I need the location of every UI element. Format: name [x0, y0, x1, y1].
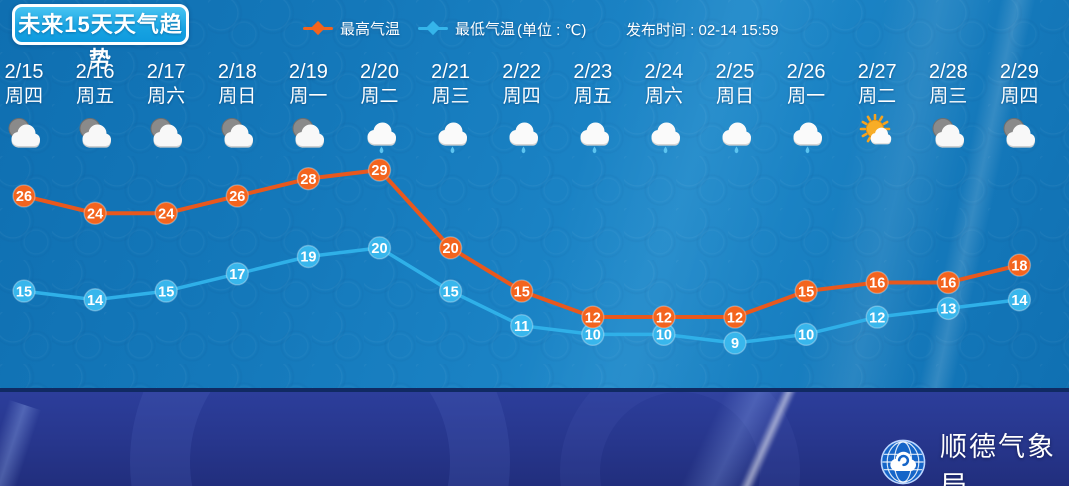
day-column: 2/27 周二	[841, 60, 913, 158]
day-date: 2/21	[431, 61, 471, 83]
day-column: 2/15 周四	[0, 60, 60, 158]
day-date: 2/27	[857, 61, 897, 83]
day-weekday: 周二	[858, 86, 897, 107]
weather-icon-rain	[628, 114, 700, 158]
day-date: 2/23	[573, 61, 613, 83]
weather-icon-sun-cloud	[841, 113, 913, 158]
day-column: 2/23 周五	[557, 60, 629, 158]
day-column: 2/18 周日	[201, 60, 273, 158]
day-weekday: 周三	[929, 86, 968, 107]
header: 未来15天天气趋势 最高气温 最低气温 (单位 : ℃) 发布时间 : 02-1…	[0, 0, 1069, 72]
day-date: 2/17	[146, 61, 186, 83]
day-weekday: 周六	[644, 86, 683, 107]
day-weekday: 周日	[715, 86, 754, 107]
bureau-name: 顺德气象局	[940, 432, 1056, 486]
day-column: 2/22 周四	[486, 60, 558, 158]
days-row: 2/15 周四 2/16 周五 2/17 周六 2/18 周日 2/19 周一 2/20 周…	[0, 0, 1069, 160]
weather-icon-rain	[770, 114, 842, 158]
day-weekday: 周三	[431, 86, 470, 107]
day-weekday: 周四	[1000, 86, 1039, 107]
weather-icon-overcast	[983, 114, 1055, 158]
day-weekday: 周六	[147, 86, 186, 107]
day-weekday: 周四	[4, 86, 43, 107]
legend-low-label: 最低气温	[455, 20, 516, 38]
high-temp-legend-marker-icon	[303, 20, 333, 36]
weather-icon-rain	[415, 114, 487, 158]
weather-icon-rain	[486, 114, 558, 158]
publish-time: 发布时间 : 02-14 15:59	[626, 22, 779, 39]
day-column: 2/16 周五	[59, 60, 131, 158]
weather-icon-rain	[699, 114, 771, 158]
day-weekday: 周四	[502, 86, 541, 107]
day-column: 2/20 周二	[344, 60, 416, 158]
bureau-brand: 顺德气象局	[880, 425, 1069, 486]
day-column: 2/17 周六	[130, 60, 202, 158]
footer-divider	[0, 388, 1069, 392]
day-column: 2/25 周日	[699, 60, 771, 158]
day-date: 2/20	[360, 61, 399, 83]
weather-icon-overcast	[272, 114, 344, 158]
day-date: 2/25	[715, 61, 755, 83]
day-column: 2/28 周三	[912, 60, 984, 158]
day-date: 2/28	[928, 61, 968, 83]
day-date: 2/22	[502, 61, 542, 83]
day-weekday: 周一	[289, 86, 328, 107]
day-column: 2/19 周一	[272, 60, 344, 158]
day-column: 2/21 周三	[415, 60, 487, 158]
day-date: 2/15	[4, 61, 44, 83]
day-date: 2/19	[288, 61, 328, 83]
weather-icon-rain	[344, 114, 416, 158]
legend-high-temp: 最高气温	[303, 19, 401, 38]
day-date: 2/16	[75, 61, 115, 83]
day-weekday: 周五	[573, 86, 612, 107]
day-date: 2/18	[217, 61, 257, 83]
day-weekday: 周五	[76, 86, 115, 107]
day-column: 2/26 周一	[770, 60, 842, 158]
weather-icon-rain	[557, 114, 629, 158]
weather-icon-overcast	[130, 114, 202, 158]
weather-icon-overcast	[201, 114, 273, 158]
day-column: 2/24 周六	[628, 60, 700, 158]
day-date: 2/26	[786, 61, 826, 83]
low-temp-legend-marker-icon	[418, 20, 448, 36]
weather-icon-overcast	[59, 114, 131, 158]
day-weekday: 周日	[218, 86, 257, 107]
legend-low-temp: 最低气温	[418, 19, 516, 38]
day-weekday: 周一	[787, 86, 826, 107]
footer-band: 顺德气象局	[0, 392, 1069, 486]
page-title: 未来15天天气趋势	[12, 4, 189, 72]
legend-high-label: 最高气温	[340, 20, 401, 38]
day-date: 2/29	[999, 61, 1039, 83]
light-streak	[0, 399, 42, 486]
weather-icon-overcast	[0, 114, 60, 158]
meteorological-bureau-logo-icon	[880, 439, 926, 486]
day-weekday: 周二	[360, 86, 399, 107]
watermark-ring	[560, 392, 800, 486]
unit-note: (单位 : ℃)	[517, 22, 587, 39]
day-date: 2/24	[644, 61, 684, 83]
watermark-ring	[130, 392, 510, 486]
day-column: 2/29 周四	[983, 60, 1055, 158]
weather-icon-overcast	[912, 114, 984, 158]
